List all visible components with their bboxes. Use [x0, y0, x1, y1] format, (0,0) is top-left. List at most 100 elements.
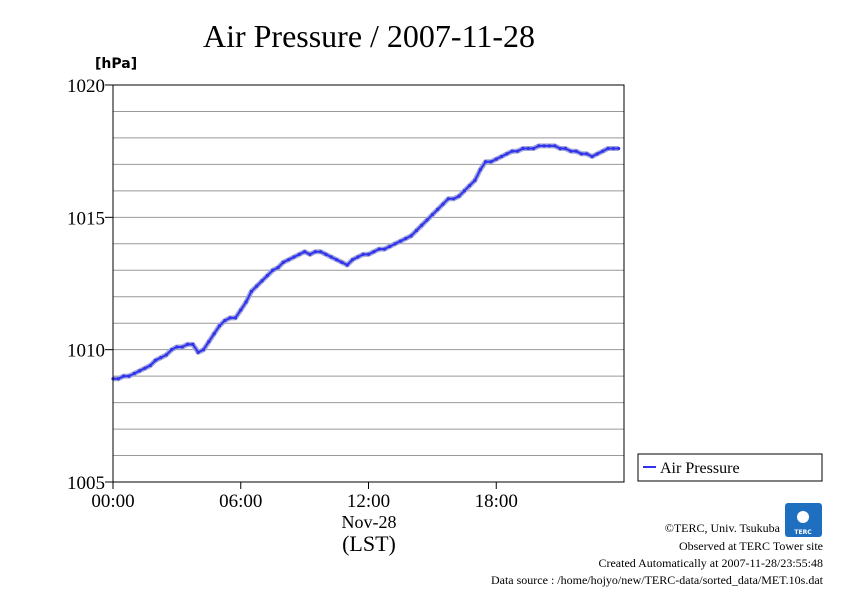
data-point	[409, 234, 413, 238]
data-point	[276, 266, 280, 270]
legend-box	[637, 453, 823, 482]
data-point	[175, 345, 179, 349]
terc-logo-drop	[797, 511, 809, 523]
data-point	[595, 152, 599, 156]
y-tick-label: 1005	[67, 473, 105, 494]
data-point	[462, 189, 466, 193]
data-point	[271, 268, 275, 272]
data-point	[223, 318, 227, 323]
data-point	[382, 247, 387, 251]
y-tick-label: 1010	[67, 341, 105, 362]
data-point	[494, 157, 498, 161]
data-point	[579, 152, 584, 156]
data-point	[260, 279, 264, 283]
data-point	[489, 160, 493, 164]
y-axis-ticks: 1005 1010 1015 1020	[67, 76, 113, 494]
data-point	[515, 149, 520, 153]
data-point	[308, 252, 312, 256]
data-point	[601, 149, 605, 153]
data-point	[420, 223, 424, 227]
data-point	[334, 258, 339, 262]
footer-observed: Observed at TERC Tower site	[679, 539, 823, 553]
data-point	[478, 168, 482, 172]
data-point	[132, 371, 136, 376]
data-point	[617, 146, 621, 151]
data-point	[164, 353, 168, 357]
data-point	[345, 263, 349, 267]
data-point	[377, 247, 381, 251]
data-point	[537, 144, 541, 148]
data-point	[356, 255, 360, 259]
data-point	[201, 348, 206, 352]
data-point	[127, 374, 131, 378]
data-point	[457, 194, 461, 198]
x-axis-ticks: 00:00 06:00 12:00 18:00	[91, 482, 518, 512]
data-point	[441, 202, 445, 206]
x-axis-label: (LST)	[342, 531, 396, 556]
gridlines	[113, 110, 624, 457]
data-point	[281, 260, 285, 264]
data-point	[244, 300, 248, 304]
data-point	[292, 255, 296, 259]
data-point	[233, 316, 238, 320]
data-point	[499, 154, 504, 159]
data-point	[563, 146, 568, 151]
data-point	[468, 183, 472, 188]
data-point	[212, 332, 216, 336]
data-point	[452, 197, 456, 201]
data-point	[574, 149, 578, 153]
terc-logo-text: TERC	[794, 529, 812, 536]
data-point	[388, 244, 392, 249]
x-tick-label: 18:00	[475, 491, 518, 512]
legend: Air Pressure	[637, 453, 823, 482]
data-point	[585, 152, 589, 156]
data-point	[196, 350, 200, 354]
legend-label: Air Pressure	[660, 460, 740, 477]
data-point	[404, 236, 408, 241]
data-point	[510, 149, 514, 153]
x-tick-label: 00:00	[91, 491, 134, 512]
data-point	[228, 316, 232, 320]
footer-source: Data source : /home/hojyo/new/TERC-data/…	[491, 573, 824, 587]
x-date-label: Nov-28	[342, 512, 397, 532]
data-point	[265, 273, 269, 278]
data-point	[531, 146, 536, 151]
chart-title: Air Pressure / 2007-11-28	[203, 18, 535, 54]
data-point	[313, 250, 317, 254]
data-point	[393, 242, 397, 246]
data-point	[185, 342, 190, 346]
data-point	[350, 258, 355, 262]
data-point	[303, 250, 307, 254]
terc-logo: TERC	[785, 503, 822, 537]
data-point	[249, 289, 253, 294]
data-point	[329, 255, 333, 259]
data-point	[217, 324, 222, 328]
footer-created: Created Automatically at 2007-11-28/23:5…	[598, 556, 823, 570]
data-point	[122, 374, 126, 378]
data-point	[569, 149, 573, 153]
data-point	[473, 178, 477, 182]
data-point	[436, 207, 440, 211]
y-tick-label: 1020	[67, 76, 105, 97]
data-point	[484, 160, 488, 164]
data-point	[297, 252, 301, 256]
data-point	[425, 218, 429, 222]
data-point	[430, 213, 434, 217]
x-tick-label: 12:00	[347, 491, 390, 512]
data-point	[159, 356, 163, 360]
y-unit-label: [hPa]	[95, 56, 137, 72]
data-point	[361, 252, 365, 256]
data-point	[372, 250, 376, 254]
data-point	[590, 154, 594, 159]
data-point	[143, 366, 147, 370]
data-point	[287, 258, 291, 262]
data-point	[148, 363, 152, 368]
data-point	[526, 146, 530, 151]
data-point	[558, 146, 562, 151]
data-point	[180, 345, 184, 349]
data-point	[547, 144, 552, 148]
data-point	[324, 252, 328, 256]
data-point	[446, 197, 450, 201]
data-point	[521, 146, 525, 151]
